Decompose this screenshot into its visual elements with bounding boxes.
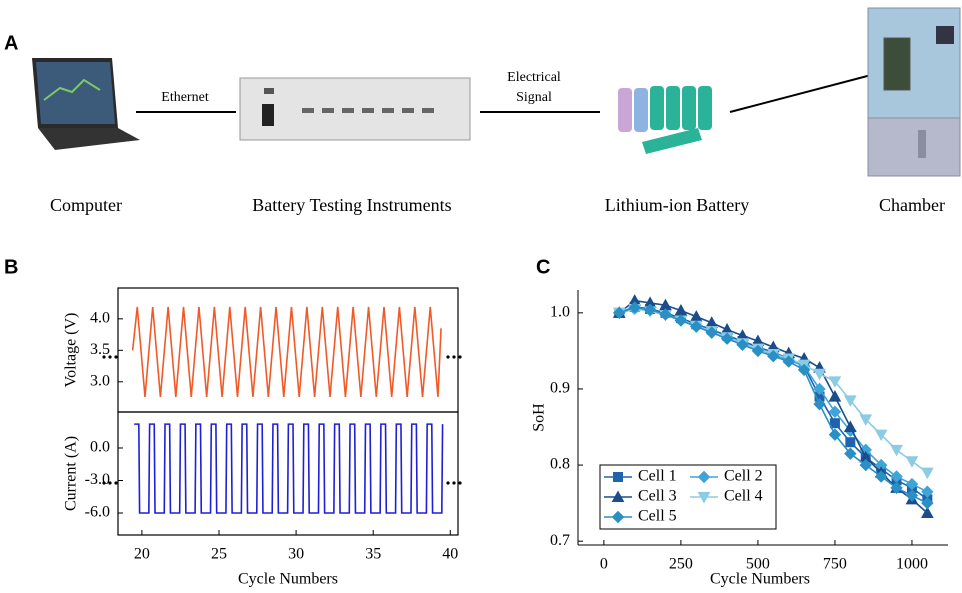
y-tick-label: -3.0 bbox=[85, 471, 110, 488]
y-tick-label: 3.5 bbox=[90, 341, 110, 358]
panel-label: C bbox=[536, 256, 550, 278]
x-tick-label: 20 bbox=[134, 546, 150, 563]
x-axis-label: Cycle Numbers bbox=[238, 571, 338, 588]
panel-label: A bbox=[4, 32, 18, 54]
x-tick-label: 40 bbox=[442, 546, 458, 563]
marker bbox=[905, 489, 919, 502]
marker bbox=[705, 316, 719, 328]
battery-icon bbox=[618, 86, 712, 154]
marker bbox=[674, 314, 688, 327]
marker bbox=[921, 467, 934, 480]
x-tick-label: 30 bbox=[288, 546, 304, 563]
y-tick-label: 3.0 bbox=[90, 372, 110, 389]
link-label: Electrical bbox=[507, 70, 561, 85]
y-axis-label: Current (A) bbox=[63, 436, 80, 511]
panel-label: B bbox=[4, 256, 18, 278]
x-axis-label: Cycle Numbers bbox=[710, 571, 810, 588]
marker bbox=[828, 376, 842, 388]
legend-label: Cell 3 bbox=[638, 488, 677, 505]
y-tick-label: -6.0 bbox=[85, 504, 110, 521]
marker bbox=[628, 301, 641, 314]
y-axis-label: Voltage (V) bbox=[63, 313, 80, 388]
marker bbox=[921, 506, 934, 519]
y-tick-label: 4.0 bbox=[90, 310, 110, 327]
y-tick-label: 0.7 bbox=[550, 532, 570, 549]
marker bbox=[813, 397, 826, 411]
marker bbox=[736, 338, 749, 352]
legend-marker bbox=[697, 470, 711, 484]
legend-label: Cell 1 bbox=[638, 468, 677, 485]
node-label: Battery Testing Instruments bbox=[252, 195, 451, 215]
marker bbox=[829, 418, 840, 429]
marker bbox=[659, 308, 672, 321]
marker bbox=[843, 420, 857, 433]
marker bbox=[843, 395, 857, 407]
legend-label: Cell 4 bbox=[724, 488, 763, 505]
x-tick-label: 1000 bbox=[896, 556, 928, 573]
marker bbox=[643, 303, 657, 316]
series-line bbox=[134, 423, 444, 514]
x-tick-label: 250 bbox=[669, 556, 693, 573]
legend-label: Cell 2 bbox=[724, 468, 763, 485]
marker bbox=[905, 456, 919, 468]
legend-marker bbox=[611, 510, 625, 524]
marker bbox=[874, 470, 888, 483]
x-tick-label: 0 bbox=[600, 556, 608, 573]
marker bbox=[859, 458, 872, 472]
y-tick-label: 0.0 bbox=[90, 439, 110, 456]
link-label: Ethernet bbox=[161, 90, 209, 105]
legend-marker bbox=[613, 472, 623, 482]
y-tick-label: 0.8 bbox=[550, 456, 570, 473]
node-label: Computer bbox=[50, 195, 122, 215]
marker bbox=[813, 368, 826, 381]
marker bbox=[782, 355, 795, 368]
marker bbox=[720, 332, 734, 345]
marker bbox=[874, 429, 888, 442]
marker bbox=[921, 496, 934, 510]
marker bbox=[890, 481, 903, 495]
legend-marker bbox=[611, 490, 625, 502]
x-tick-label: 500 bbox=[746, 556, 770, 573]
x-tick-label: 35 bbox=[365, 546, 381, 563]
marker bbox=[813, 382, 826, 396]
node-label: Lithium-ion Battery bbox=[605, 195, 749, 215]
marker bbox=[859, 414, 873, 426]
link-label: Signal bbox=[516, 90, 552, 105]
marker bbox=[705, 326, 718, 339]
marker bbox=[689, 310, 703, 322]
x-tick-label: 750 bbox=[823, 556, 847, 573]
marker bbox=[613, 306, 626, 320]
marker bbox=[767, 350, 780, 363]
marker bbox=[828, 390, 842, 402]
plot-frame bbox=[117, 411, 459, 536]
marker bbox=[751, 344, 765, 358]
node-label: Chamber bbox=[879, 195, 945, 215]
y-tick-label: 0.9 bbox=[550, 380, 570, 397]
legend-label: Cell 5 bbox=[638, 508, 677, 525]
y-tick-label: 1.0 bbox=[550, 304, 570, 321]
series-line bbox=[619, 308, 928, 474]
marker bbox=[828, 405, 842, 418]
series-line bbox=[131, 306, 442, 397]
instrument-icon bbox=[239, 77, 471, 141]
marker bbox=[890, 444, 903, 457]
marker bbox=[844, 447, 857, 460]
x-tick-label: 25 bbox=[211, 546, 227, 563]
marker bbox=[797, 363, 811, 377]
y-axis-label: SoH bbox=[531, 403, 548, 432]
marker bbox=[690, 320, 703, 333]
chamber-icon bbox=[867, 7, 961, 177]
marker bbox=[828, 428, 842, 441]
legend-marker bbox=[697, 492, 711, 504]
continuation-dots bbox=[102, 355, 462, 485]
marker bbox=[845, 437, 856, 448]
computer-icon bbox=[32, 58, 140, 150]
